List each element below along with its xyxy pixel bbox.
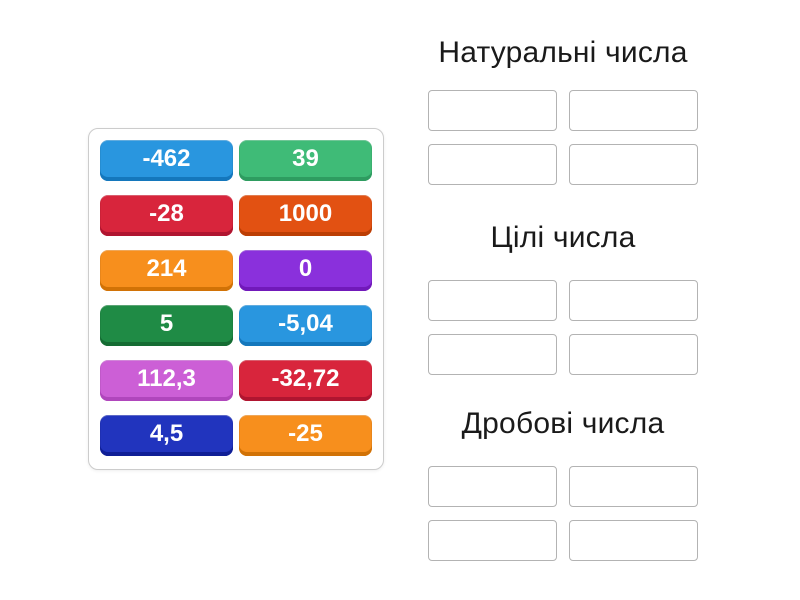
number-tile[interactable]: 1000	[239, 195, 372, 236]
drop-slot-grid	[420, 90, 706, 185]
tile-panel: -462 39 -28 1000 214 0 5 -5,04 112,3 -32,72 4,5 -25	[88, 128, 384, 470]
drop-slot[interactable]	[569, 334, 698, 375]
drop-slot-grid	[420, 280, 706, 375]
drop-slot[interactable]	[428, 334, 557, 375]
drop-slot[interactable]	[569, 144, 698, 185]
number-tile[interactable]: 4,5	[100, 415, 233, 456]
drop-slot[interactable]	[428, 520, 557, 561]
group-section-3: Дробові числа	[420, 405, 706, 561]
number-tile[interactable]: 112,3	[100, 360, 233, 401]
number-tile[interactable]: -462	[100, 140, 233, 181]
drop-slot[interactable]	[428, 466, 557, 507]
number-tile[interactable]: 214	[100, 250, 233, 291]
drop-slot-grid	[420, 466, 706, 561]
drop-slot[interactable]	[569, 280, 698, 321]
drop-slot[interactable]	[569, 520, 698, 561]
group-section-2: Цілі числа	[420, 219, 706, 375]
group-section-1: Натуральні числа	[420, 34, 706, 185]
number-tile[interactable]: -32,72	[239, 360, 372, 401]
number-tile[interactable]: 5	[100, 305, 233, 346]
number-tile[interactable]: 0	[239, 250, 372, 291]
drop-slot[interactable]	[569, 90, 698, 131]
number-tile[interactable]: -25	[239, 415, 372, 456]
group-title: Натуральні числа	[438, 36, 688, 69]
group-title: Цілі числа	[490, 221, 636, 254]
drop-slot[interactable]	[428, 90, 557, 131]
number-tile[interactable]: 39	[239, 140, 372, 181]
drop-slot[interactable]	[428, 280, 557, 321]
number-tile[interactable]: -5,04	[239, 305, 372, 346]
drop-slot[interactable]	[428, 144, 557, 185]
number-tile[interactable]: -28	[100, 195, 233, 236]
drop-slot[interactable]	[569, 466, 698, 507]
group-title: Дробові числа	[461, 407, 665, 440]
